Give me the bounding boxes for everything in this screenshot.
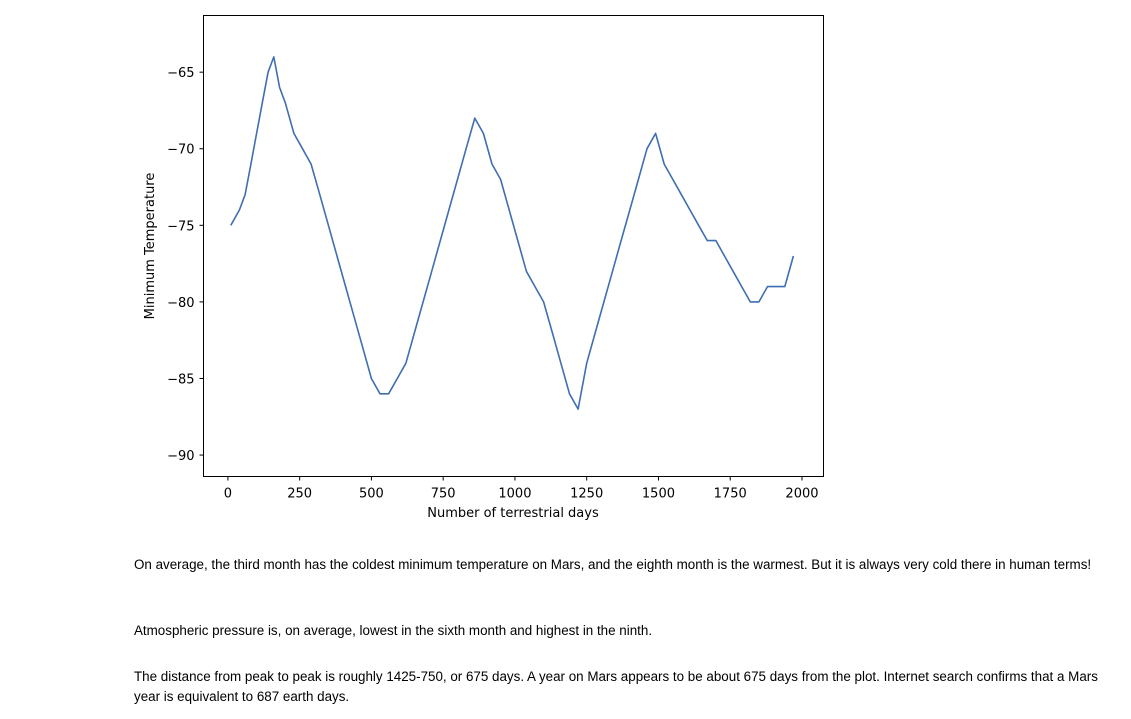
paragraph-coldest-warmest-months: On average, the third month has the cold… (134, 557, 1092, 572)
x-tick-label: 0 (224, 487, 232, 502)
x-tick-label: 1750 (714, 487, 747, 502)
y-tick-label: −80 (167, 296, 194, 311)
x-axis-ticks: 0 250 500 750 1000 1250 1500 1750 2000 (224, 476, 819, 502)
temperature-line-chart: 0 250 500 750 1000 1250 1500 1750 2000 −65 −70 −75… (143, 15, 824, 521)
x-tick-label: 1500 (642, 487, 675, 502)
y-tick-label: −65 (167, 66, 194, 81)
x-tick-label: 2000 (785, 487, 818, 502)
x-tick-label: 1000 (498, 487, 531, 502)
y-axis-label: Minimum Temperature (143, 173, 158, 320)
plot-frame (203, 15, 824, 477)
y-tick-label: −70 (167, 143, 194, 158)
y-tick-label: −85 (167, 372, 194, 387)
x-tick-label: 500 (359, 487, 384, 502)
series-line-min-temp (230, 56, 795, 410)
x-tick-label: 1250 (570, 487, 603, 502)
paragraph-atmospheric-pressure: Atmospheric pressure is, on average, low… (134, 623, 653, 638)
paragraph-mars-year: The distance from peak to peak is roughl… (134, 669, 1098, 704)
y-axis-ticks: −65 −70 −75 −80 −85 −90 (167, 66, 204, 464)
y-tick-label: −90 (167, 449, 194, 464)
x-tick-label: 250 (287, 487, 312, 502)
x-tick-label: 750 (431, 487, 456, 502)
y-tick-label: −75 (167, 219, 194, 234)
x-axis-label: Number of terrestrial days (427, 506, 599, 521)
